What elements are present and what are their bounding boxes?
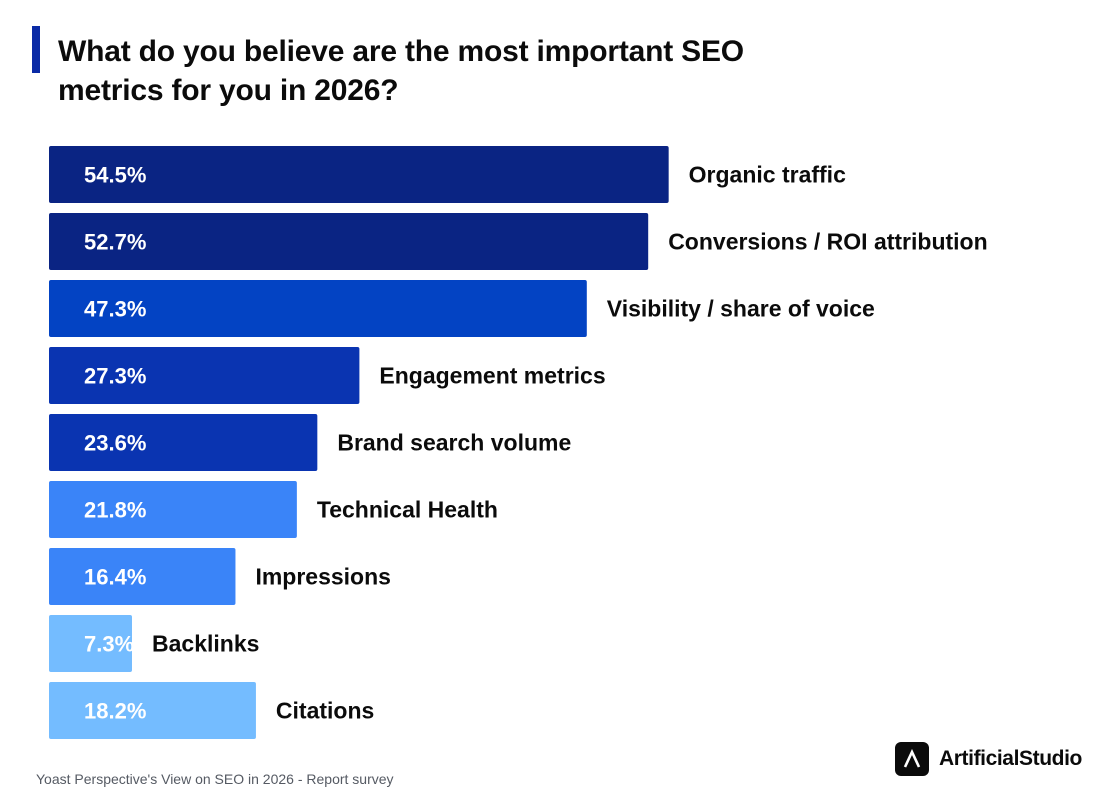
bar-value-label-8: 18.2% (84, 699, 146, 724)
bar-value-label-7: 7.3% (84, 632, 134, 657)
bar-value-label-2: 47.3% (84, 297, 146, 322)
category-label-4: Brand search volume (337, 430, 571, 456)
bar-chart: 54.5% Organic traffic 52.7% Conversions / R… (49, 146, 988, 739)
category-label-5: Technical Health (317, 497, 498, 523)
bar-value-label-5: 21.8% (84, 498, 146, 523)
bar-value-label-6: 16.4% (84, 565, 146, 590)
bar-8 (49, 682, 256, 739)
bar-3 (49, 347, 360, 404)
brand-logo: ArtificialStudio (895, 742, 1082, 776)
bar-7 (49, 615, 133, 672)
brand-name: ArtificialStudio (939, 747, 1082, 770)
category-label-3: Engagement metrics (379, 363, 605, 389)
chart-title: What do you believe are the most importa… (58, 35, 744, 107)
bar-value-label-0: 54.5% (84, 163, 146, 188)
bar-5 (49, 481, 297, 538)
category-label-1: Conversions / ROI attribution (668, 229, 987, 255)
source-footer: Yoast Perspective's View on SEO in 2026 … (36, 771, 394, 787)
bar-1 (49, 213, 649, 270)
chevron-up-icon (895, 742, 929, 776)
bar-6 (49, 548, 236, 605)
bar-value-label-1: 52.7% (84, 230, 146, 255)
category-label-6: Impressions (255, 564, 391, 590)
bar-4 (49, 414, 318, 471)
bar-0 (49, 146, 669, 203)
category-label-0: Organic traffic (689, 162, 846, 188)
title-accent-bar (32, 26, 40, 73)
bar-value-label-4: 23.6% (84, 431, 146, 456)
bar-value-label-3: 27.3% (84, 364, 146, 389)
category-label-7: Backlinks (152, 631, 259, 657)
category-label-8: Citations (276, 698, 374, 724)
bar-2 (49, 280, 587, 337)
category-label-2: Visibility / share of voice (607, 296, 875, 322)
